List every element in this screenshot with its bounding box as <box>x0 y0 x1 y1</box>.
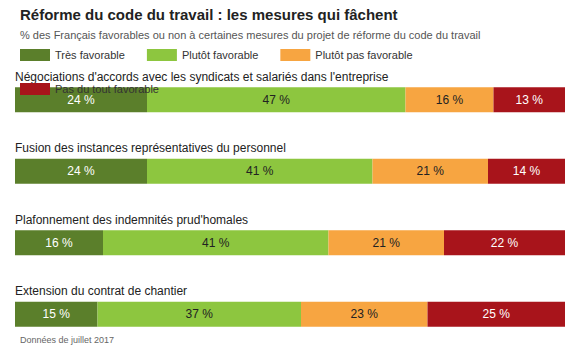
svg-text:15 %: 15 % <box>43 307 71 321</box>
svg-text:Données de juillet 2017: Données de juillet 2017 <box>20 335 114 345</box>
svg-text:22 %: 22 % <box>491 236 519 250</box>
svg-text:Plutôt pas favorable: Plutôt pas favorable <box>315 49 412 61</box>
svg-text:21 %: 21 % <box>417 164 445 178</box>
svg-text:Plafonnement des indemnités pr: Plafonnement des indemnités prud'homales <box>15 213 248 227</box>
svg-text:16 %: 16 % <box>436 93 464 107</box>
svg-text:25 %: 25 % <box>483 307 511 321</box>
svg-text:23 %: 23 % <box>351 307 379 321</box>
svg-text:Négociations d'accords avec le: Négociations d'accords avec les syndicat… <box>15 70 389 84</box>
svg-text:24 %: 24 % <box>67 92 95 107</box>
svg-text:Plutôt favorable: Plutôt favorable <box>182 49 258 61</box>
svg-text:21 %: 21 % <box>373 236 401 250</box>
svg-text:37 %: 37 % <box>186 307 214 321</box>
svg-text:16 %: 16 % <box>45 236 73 250</box>
svg-text:41 %: 41 % <box>246 164 274 178</box>
svg-text:41 %: 41 % <box>202 236 230 250</box>
svg-text:Pas du tout favorable: Pas du tout favorable <box>55 83 159 95</box>
svg-text:Très favorable: Très favorable <box>55 49 125 61</box>
svg-text:14 %: 14 % <box>513 164 541 178</box>
svg-text:Réforme du code du travail : l: Réforme du code du travail : les mesures… <box>20 6 398 23</box>
svg-text:47 %: 47 % <box>263 93 291 107</box>
svg-text:24 %: 24 % <box>67 164 95 178</box>
svg-text:% des Français favorables ou n: % des Français favorables ou non à certa… <box>20 29 480 41</box>
svg-text:Fusion des instances représent: Fusion des instances représentatives du … <box>15 141 286 155</box>
svg-text:Extension du contrat de chanti: Extension du contrat de chantier <box>15 284 187 298</box>
svg-text:13 %: 13 % <box>516 93 544 107</box>
